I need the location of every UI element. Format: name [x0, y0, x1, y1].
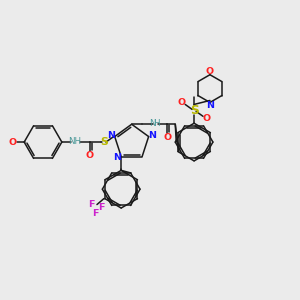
- Text: NH: NH: [68, 137, 81, 146]
- Text: O: O: [163, 133, 171, 142]
- Text: N: N: [148, 131, 157, 140]
- Text: N: N: [107, 131, 115, 140]
- Text: N: N: [206, 101, 214, 110]
- Text: S: S: [190, 104, 199, 117]
- Text: S: S: [100, 137, 108, 147]
- Text: N: N: [113, 153, 121, 162]
- Text: N: N: [149, 119, 156, 128]
- Text: O: O: [8, 138, 16, 147]
- Text: F: F: [98, 203, 104, 212]
- Text: O: O: [203, 114, 211, 123]
- Text: F: F: [88, 200, 94, 209]
- Text: O: O: [177, 98, 185, 107]
- Text: H: H: [153, 119, 160, 128]
- Text: F: F: [92, 209, 98, 218]
- Text: O: O: [206, 67, 214, 76]
- Text: O: O: [86, 151, 94, 160]
